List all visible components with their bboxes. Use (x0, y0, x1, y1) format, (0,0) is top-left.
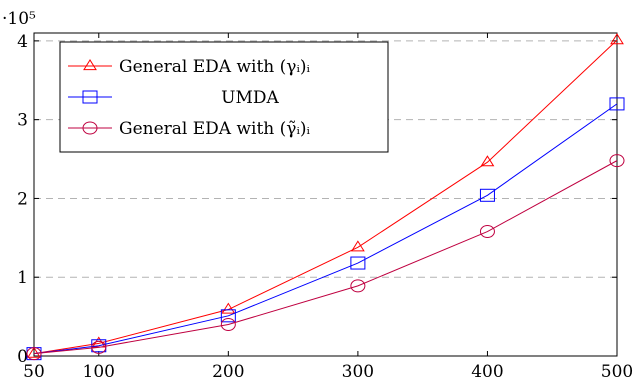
data-point (479, 225, 495, 239)
legend-entry: General EDA with (γᵢ)ᵢ (68, 57, 310, 77)
data-point (609, 154, 625, 168)
data-point (350, 256, 366, 270)
data-point (27, 346, 41, 358)
x-tick-label: 400 (471, 362, 503, 382)
data-point (480, 155, 495, 167)
series-circle (26, 154, 625, 361)
x-tick-label: 500 (601, 362, 633, 382)
y-tick-label: 4 (17, 32, 28, 52)
data-point (609, 97, 625, 111)
axis-ticks: 0 1 2 3 4 50 100 200 300 400 500 (17, 32, 633, 382)
legend-label: General EDA with (γ̃ᵢ)ᵢ (119, 119, 310, 139)
legend-entry: UMDA (68, 88, 280, 108)
legend-entry: General EDA with (γ̃ᵢ)ᵢ (68, 119, 310, 139)
series-line (33, 39, 618, 355)
data-point (221, 302, 236, 314)
data-point (350, 279, 366, 293)
legend-marker (82, 121, 98, 135)
data-point (610, 33, 624, 45)
data-point (91, 340, 107, 354)
legend-label: UMDA (221, 88, 279, 108)
legend: General EDA with (γᵢ)ᵢ UMDA General EDA wi… (59, 41, 389, 153)
legend-marker (83, 59, 97, 71)
data-point (479, 188, 495, 202)
y-scale-label: ·10⁵ (2, 9, 36, 29)
x-tick-label: 200 (212, 362, 244, 382)
series-line (33, 160, 618, 355)
y-tick-label: 1 (17, 268, 28, 288)
y-tick-label: 3 (17, 111, 28, 131)
x-tick-label: 100 (83, 362, 115, 382)
y-tick-label: 2 (17, 189, 28, 209)
data-point (26, 347, 42, 361)
data-point (350, 240, 365, 252)
x-tick-label: 50 (23, 362, 45, 382)
legend-box (59, 41, 389, 153)
series-line (33, 103, 618, 355)
series-layer (26, 33, 625, 361)
data-point (220, 317, 236, 331)
legend-marker (82, 90, 98, 104)
data-point (220, 309, 236, 323)
y-tick-label: 0 (17, 347, 28, 367)
x-tick-label: 300 (342, 362, 374, 382)
legend-label: General EDA with (γᵢ)ᵢ (119, 57, 310, 77)
plot-frame (33, 32, 618, 357)
